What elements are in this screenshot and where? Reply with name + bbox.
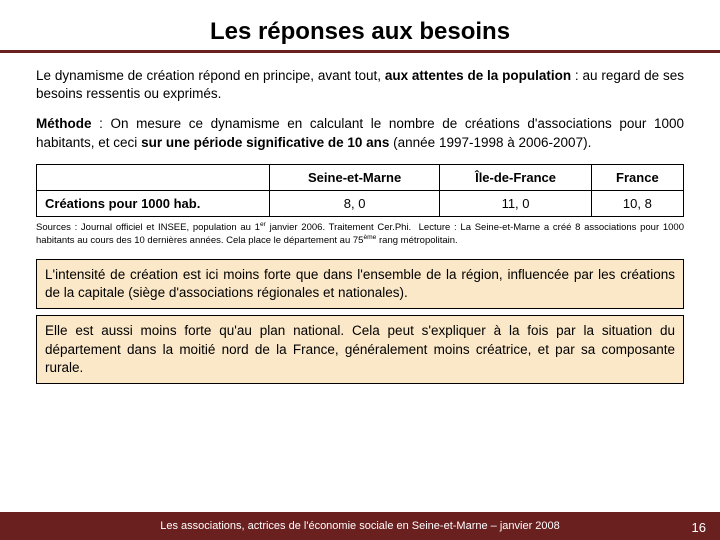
footer-bar: Les associations, actrices de l'économie… bbox=[0, 512, 720, 540]
table-header-blank bbox=[37, 164, 270, 190]
table-cell: 8, 0 bbox=[269, 190, 439, 216]
intro-paragraph-1: Le dynamisme de création répond en princ… bbox=[36, 67, 684, 103]
content-area: Le dynamisme de création répond en princ… bbox=[0, 53, 720, 384]
table-cell: 11, 0 bbox=[440, 190, 591, 216]
table-row-label: Créations pour 1000 hab. bbox=[37, 190, 270, 216]
sources-note: Sources : Journal officiel et INSEE, pop… bbox=[36, 221, 684, 247]
table-header-col2: Île-de-France bbox=[440, 164, 591, 190]
table-row: Créations pour 1000 hab. 8, 0 11, 0 10, … bbox=[37, 190, 684, 216]
table-header-col3: France bbox=[591, 164, 683, 190]
callout-box-2: Elle est aussi moins forte qu'au plan na… bbox=[36, 315, 684, 384]
creations-table: Seine-et-Marne Île-de-France France Créa… bbox=[36, 164, 684, 217]
table-cell: 10, 8 bbox=[591, 190, 683, 216]
page-number: 16 bbox=[692, 520, 706, 535]
intro-paragraph-2: Méthode : On mesure ce dynamisme en calc… bbox=[36, 115, 684, 151]
table-header-col1: Seine-et-Marne bbox=[269, 164, 439, 190]
footer-text: Les associations, actrices de l'économie… bbox=[160, 520, 560, 532]
page-title: Les réponses aux besoins bbox=[0, 0, 720, 48]
callout-box-1: L'intensité de création est ici moins fo… bbox=[36, 259, 684, 309]
table-header-row: Seine-et-Marne Île-de-France France bbox=[37, 164, 684, 190]
